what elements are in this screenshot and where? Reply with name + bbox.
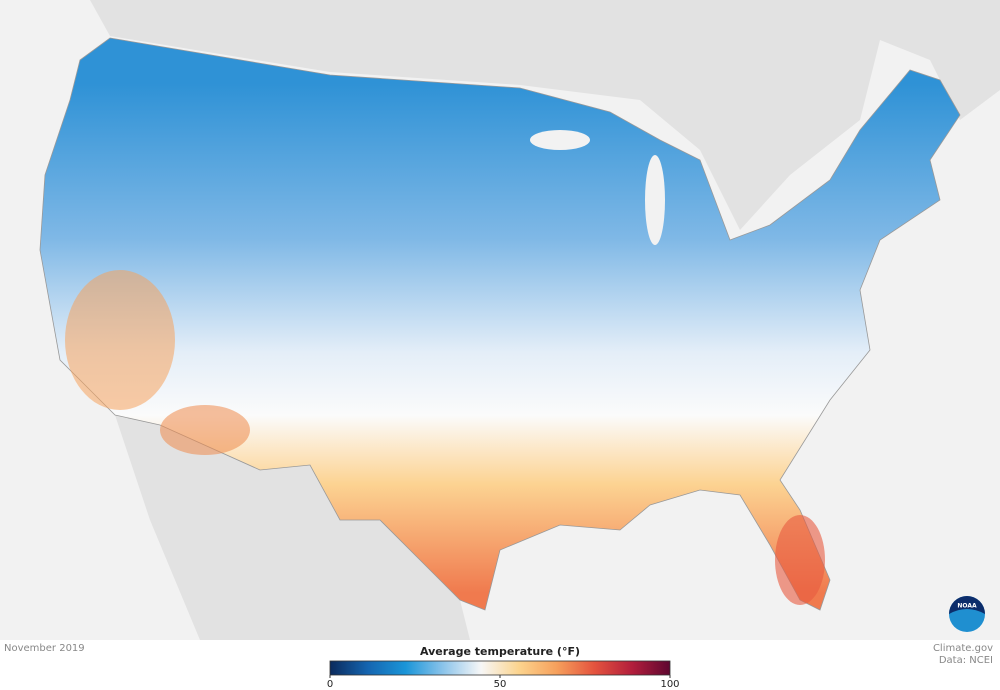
florida-warm	[775, 515, 825, 605]
colorbar	[329, 660, 671, 676]
site-credit: Climate.gov	[933, 643, 993, 654]
mexico	[115, 415, 470, 640]
colorbar-tick-label: 50	[494, 679, 507, 690]
colorbar-tick-label: 0	[327, 679, 333, 690]
lake-superior	[530, 130, 590, 150]
lake-michigan	[645, 155, 665, 245]
noaa-logo-text: NOAA	[957, 603, 977, 610]
colorbar-tick-label: 100	[660, 679, 679, 690]
data-credit: Data: NCEI	[939, 655, 993, 666]
arizona-warm	[160, 405, 250, 455]
legend-title: Average temperature (°F)	[420, 645, 580, 658]
caption: November 2019	[4, 643, 85, 654]
noaa-logo-top	[949, 596, 985, 614]
canada	[60, 0, 1000, 230]
california-warm	[65, 270, 175, 410]
